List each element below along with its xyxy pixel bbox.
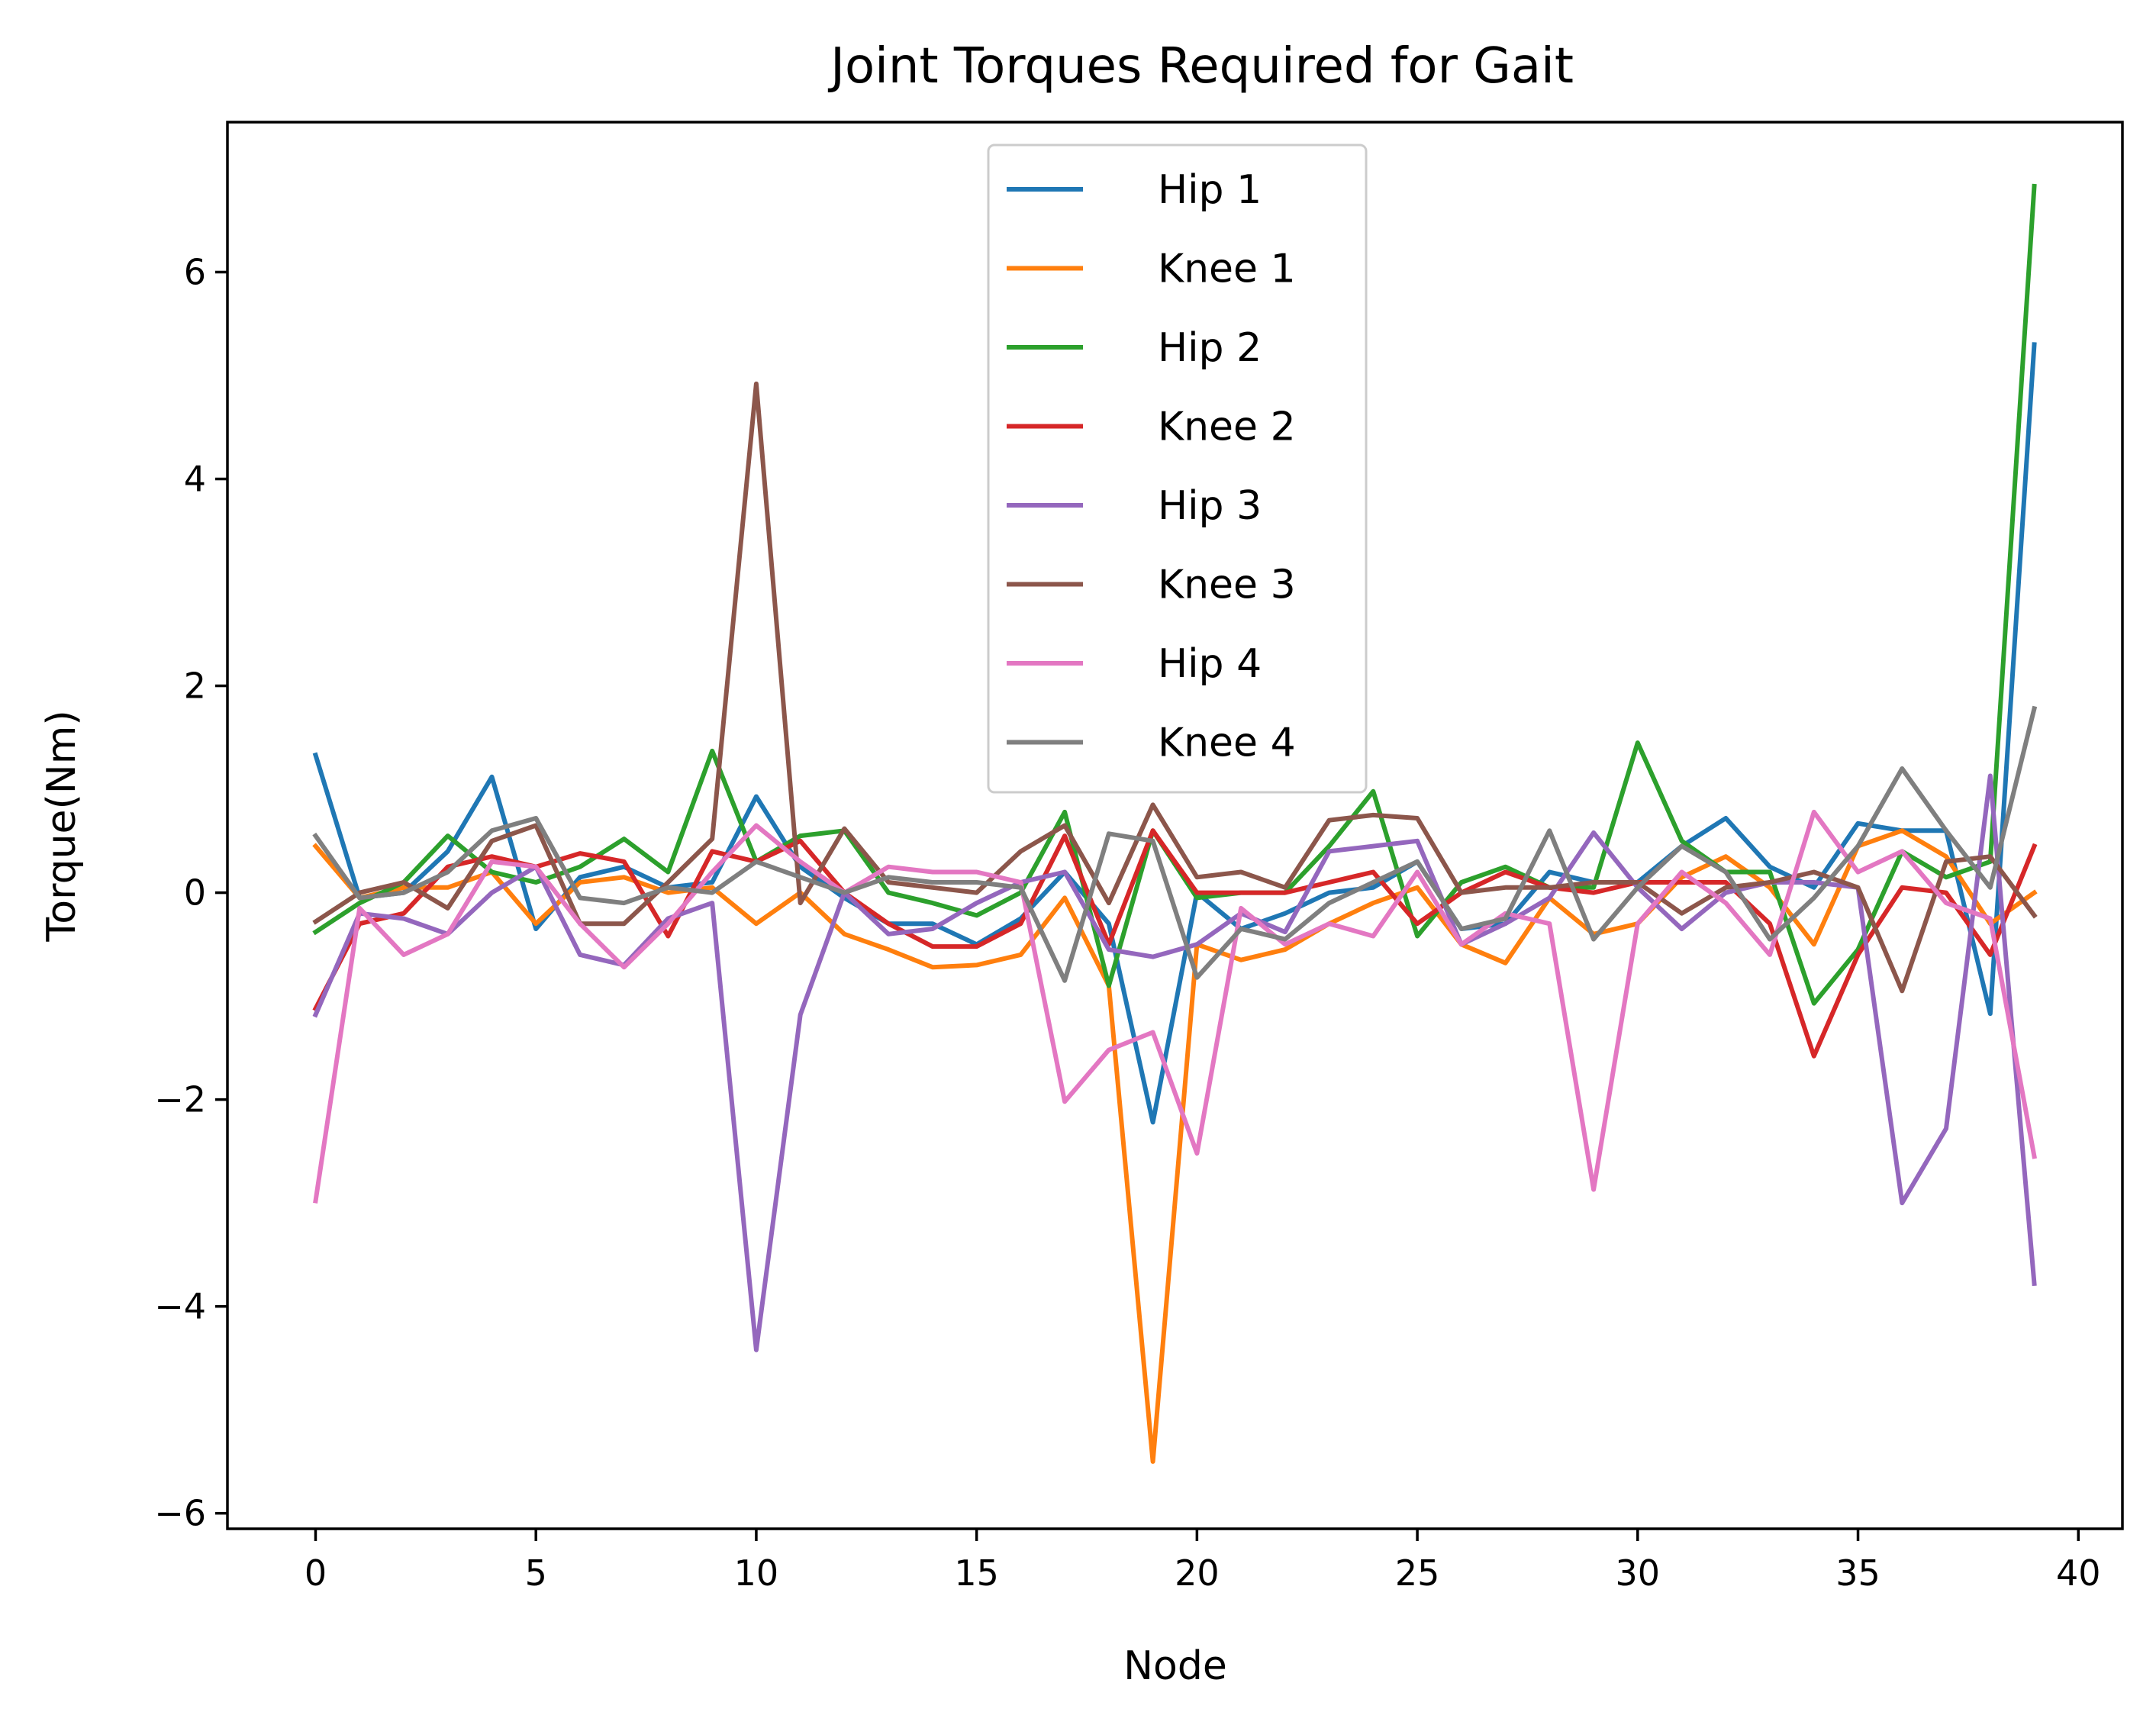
legend-label: Hip 1	[1158, 167, 1262, 213]
chart-title: Joint Torques Required for Gait	[827, 38, 1574, 95]
y-tick-label: −2	[154, 1079, 206, 1120]
series-line-hip-1	[312, 342, 2037, 1125]
y-tick-label: 6	[184, 251, 206, 292]
plot-frame	[226, 121, 2124, 1530]
x-tick-label: 30	[1616, 1552, 1661, 1594]
y-axis-label: Torque(Nm)	[39, 710, 85, 942]
y-tick-label: −6	[154, 1493, 206, 1534]
legend-label: Knee 2	[1158, 405, 1296, 450]
legend-label: Hip 2	[1158, 325, 1262, 371]
series-line-knee-3	[312, 381, 2038, 994]
y-tick-label: 4	[184, 459, 206, 500]
series-line-knee-4	[312, 705, 2038, 983]
legend-box	[987, 143, 1368, 794]
x-tick-label: 0	[305, 1552, 327, 1594]
x-axis-label: Node	[1123, 1643, 1227, 1689]
series-line-hip-4	[313, 809, 2037, 1204]
legend-label: Knee 3	[1158, 563, 1296, 608]
x-axis: 0 5 10 15 20 25 30 35 40	[305, 1529, 2101, 1594]
x-tick-label: 25	[1395, 1552, 1440, 1594]
legend-label: Knee 1	[1158, 247, 1296, 292]
y-tick-label: 0	[184, 872, 206, 914]
x-tick-label: 20	[1175, 1552, 1220, 1594]
x-tick-label: 35	[1835, 1552, 1880, 1594]
legend-label: Hip 3	[1158, 483, 1262, 529]
x-tick-label: 40	[2056, 1552, 2101, 1594]
x-tick-label: 15	[954, 1552, 999, 1594]
legend: Hip 1 Knee 1 Hip 2 Knee 2 Hip 3 Knee 3 Hip 4 Kn…	[987, 143, 1368, 794]
y-axis: −6 −4 −2 0 2 4 6	[154, 251, 227, 1534]
y-tick-label: 2	[184, 666, 206, 707]
series-layer	[312, 183, 2038, 1464]
x-tick-label: 5	[525, 1552, 547, 1594]
legend-label: Knee 4	[1158, 721, 1296, 766]
legend-label: Hip 4	[1158, 641, 1262, 687]
series-line-hip-3	[312, 773, 2037, 1352]
y-tick-label: −4	[154, 1286, 206, 1327]
x-tick-label: 10	[734, 1552, 779, 1594]
